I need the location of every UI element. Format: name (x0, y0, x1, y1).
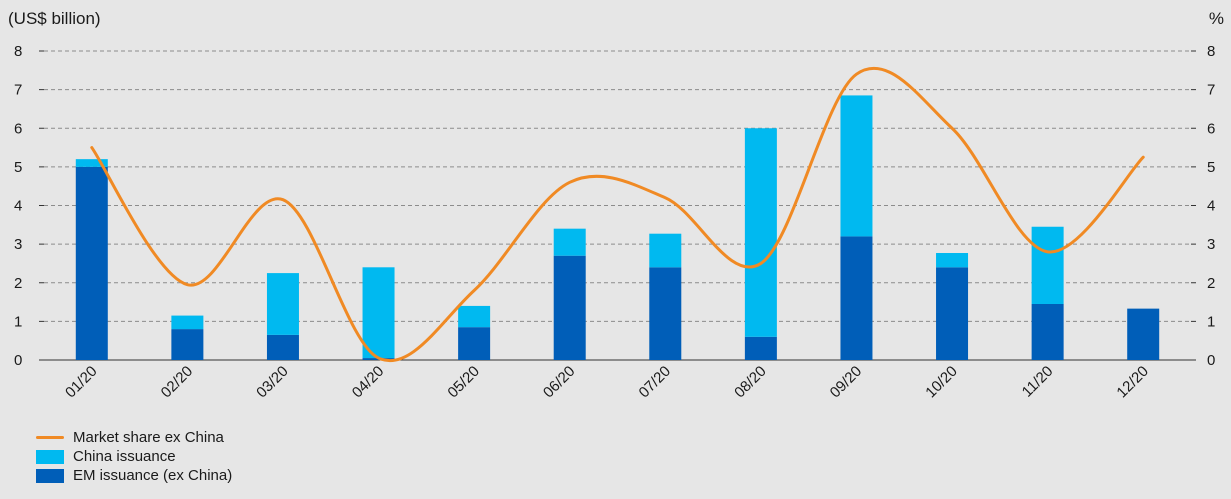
y-tick-label: 5 (14, 159, 22, 176)
x-tick-label: 10/20 (922, 363, 961, 402)
y2-tick-label: 8 (1207, 43, 1215, 60)
x-tick-label: 11/20 (1019, 363, 1057, 401)
x-tick-label: 09/20 (827, 363, 866, 402)
y2-axis: 0 1 2 3 4 5 6 7 8 (1191, 43, 1215, 369)
y-tick-label: 6 (14, 120, 22, 137)
bar-em-issuance-ex-china (553, 255, 586, 360)
gridlines (44, 50, 1191, 361)
bar-china-issuance (171, 315, 204, 330)
legend-item-china-issuance: China issuance (36, 447, 232, 466)
x-tick-label: 08/20 (731, 363, 770, 402)
x-tick-label: 03/20 (253, 363, 292, 402)
y-tick-label: 0 (14, 352, 22, 369)
bar-em-issuance-ex-china (458, 327, 491, 360)
bar-em-issuance-ex-china (75, 166, 108, 360)
legend-label: China issuance (73, 448, 176, 465)
bar-china-issuance (458, 305, 491, 328)
legend-label: EM issuance (ex China) (73, 467, 233, 484)
bar-china-issuance (553, 228, 586, 256)
x-tick-label: 02/20 (158, 363, 197, 402)
legend-box-swatch (36, 449, 64, 464)
bar-em-issuance-ex-china (171, 329, 204, 360)
x-tick-label: 04/20 (349, 363, 388, 402)
bar-china-issuance (744, 128, 777, 337)
y2-tick-label: 1 (1207, 313, 1215, 330)
y2-tick-label: 7 (1207, 82, 1215, 99)
y2-tick-label: 0 (1207, 352, 1215, 369)
x-tick-label: 06/20 (540, 363, 579, 402)
y2-tick-label: 5 (1207, 159, 1215, 176)
y-tick-label: 1 (14, 313, 22, 330)
y-tick-label: 8 (14, 43, 22, 60)
x-tick-label: 07/20 (636, 363, 675, 402)
y2-tick-label: 2 (1207, 275, 1215, 292)
bar-china-issuance (1031, 226, 1064, 304)
legend-label: Market share ex China (73, 429, 224, 446)
legend-item-em-issuance: EM issuance (ex China) (36, 466, 232, 485)
bar-em-issuance-ex-china (1127, 308, 1160, 360)
y-axis: 0 1 2 3 4 5 6 7 8 (14, 43, 44, 369)
legend-box-swatch (36, 468, 64, 483)
y-tick-label: 3 (14, 236, 22, 253)
market-share-line-path (90, 66, 1145, 362)
bar-em-issuance-ex-china (840, 236, 873, 360)
bar-em-issuance-ex-china (649, 267, 682, 360)
x-axis: 01/20 02/20 03/20 04/20 05/20 06/20 07/20 08/20… (62, 363, 1152, 402)
bar-em-issuance-ex-china (936, 267, 969, 360)
x-tick-label: 05/20 (444, 363, 483, 402)
bar-china-issuance (936, 253, 969, 268)
legend-item-market-share: Market share ex China (36, 428, 232, 447)
y2-axis-label: % (1209, 9, 1224, 28)
y2-tick-label: 6 (1207, 120, 1215, 137)
x-tick-label: 12/20 (1113, 363, 1152, 402)
bar-china-issuance (75, 159, 108, 167)
chart: (US$ billion) % 0 1 2 3 4 5 6 7 8 0 1 2 3 4 5 6 7 8 01/2… (8, 9, 1224, 402)
legend: Market share ex China China issuance EM … (36, 428, 232, 485)
y-tick-label: 4 (14, 198, 22, 215)
bar-china-issuance (649, 233, 682, 268)
bar-em-issuance-ex-china (744, 336, 777, 360)
bar-china-issuance (266, 273, 299, 335)
bar-china-issuance (362, 267, 395, 359)
y-axis-label: (US$ billion) (8, 9, 101, 28)
bar-em-issuance-ex-china (1031, 303, 1064, 360)
y-tick-label: 7 (14, 82, 22, 99)
bars (75, 95, 1160, 360)
y-tick-label: 2 (14, 275, 22, 292)
bar-em-issuance-ex-china (266, 334, 299, 360)
legend-line-swatch (36, 436, 64, 439)
market-share-line (90, 66, 1145, 362)
y2-tick-label: 4 (1207, 198, 1215, 215)
bar-china-issuance (840, 95, 873, 237)
x-tick-label: 01/20 (62, 363, 101, 402)
y2-tick-label: 3 (1207, 236, 1215, 253)
